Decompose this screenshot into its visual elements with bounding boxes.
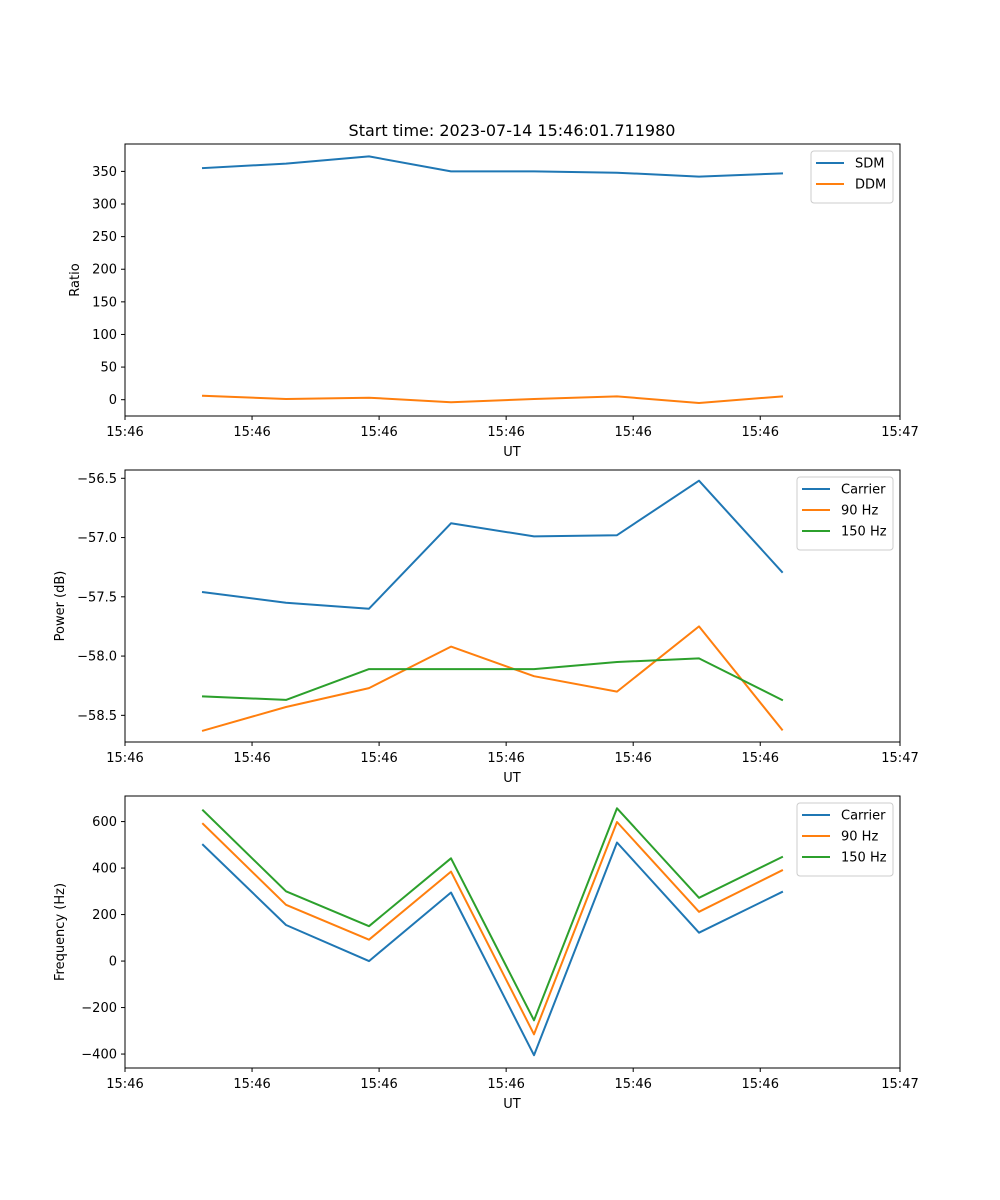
series-line-sdm xyxy=(201,155,784,178)
series-line-carrier xyxy=(201,841,784,1057)
y-tick-label: −56.5 xyxy=(77,472,117,487)
x-tick-label: 15:46 xyxy=(106,751,143,766)
x-tick-label: 15:46 xyxy=(487,425,524,440)
x-tick-label: 15:47 xyxy=(881,425,918,440)
y-tick-label: 100 xyxy=(92,328,117,343)
y-tick-label: −58.0 xyxy=(77,650,117,665)
legend-label: Carrier xyxy=(841,809,886,824)
legend-label: SDM xyxy=(855,157,884,172)
axes-container: 0 50 100 150 200 250 300 350 15:46 15:46 15:46 15:4… xyxy=(53,143,919,1112)
legend: Carrier 90 Hz 150 Hz xyxy=(796,476,894,551)
legend: Carrier 90 Hz 150 Hz xyxy=(796,802,894,877)
x-tick-label: 15:46 xyxy=(614,751,651,766)
axes-frame xyxy=(124,143,901,417)
y-tick-label: 400 xyxy=(92,862,117,877)
x-tick-label: 15:46 xyxy=(742,751,779,766)
x-tick-label: 15:46 xyxy=(106,425,143,440)
y-tick-label: −200 xyxy=(81,1001,117,1016)
series-line-150-hz xyxy=(201,807,784,1022)
y-tick-label: 350 xyxy=(92,165,117,180)
y-tick-label: −58.5 xyxy=(77,709,117,724)
x-tick-label: 15:47 xyxy=(881,751,918,766)
legend-label: 150 Hz xyxy=(841,851,887,866)
y-tick-label: 600 xyxy=(92,815,117,830)
axes-frame xyxy=(124,795,901,1069)
x-tick-label: 15:47 xyxy=(881,1077,918,1092)
x-tick-label: 15:46 xyxy=(742,1077,779,1092)
y-tick-label: 250 xyxy=(92,230,117,245)
y-axis-label: Power (dB) xyxy=(53,571,68,642)
x-tick-label: 15:46 xyxy=(614,425,651,440)
y-tick-label: 0 xyxy=(109,955,117,970)
series-line-carrier xyxy=(201,479,784,610)
x-tick-label: 15:46 xyxy=(106,1077,143,1092)
x-tick-label: 15:46 xyxy=(742,425,779,440)
x-tick-label: 15:46 xyxy=(360,751,397,766)
power-chart: −58.5 −58.0 −57.5 −57.0 −56.5 15:46 15:46 15:46… xyxy=(53,469,919,786)
y-tick-label: 300 xyxy=(92,198,117,213)
y-tick-label: 50 xyxy=(100,361,117,376)
x-tick-label: 15:46 xyxy=(233,1077,270,1092)
x-axis-label: UT xyxy=(503,771,521,786)
series-line-150-hz xyxy=(201,657,784,702)
x-tick-label: 15:46 xyxy=(233,751,270,766)
x-axis-label: UT xyxy=(503,1097,521,1112)
y-tick-label: −57.0 xyxy=(77,531,117,546)
y-tick-label: 150 xyxy=(92,295,117,310)
series-line-90-hz xyxy=(201,821,784,1036)
x-tick-label: 15:46 xyxy=(487,1077,524,1092)
legend-label: 90 Hz xyxy=(841,830,878,845)
y-tick-label: 0 xyxy=(109,393,117,408)
axes-frame xyxy=(124,469,901,743)
y-axis-label: Ratio xyxy=(68,263,83,296)
frequency-chart: −400 −200 0 200 400 600 15:46 15:46 15:46 15:46 15… xyxy=(53,795,919,1112)
x-tick-label: 15:46 xyxy=(360,425,397,440)
legend-label: DDM xyxy=(855,178,886,193)
legend-label: Carrier xyxy=(841,483,886,498)
series-line-ddm xyxy=(201,394,784,404)
series-line-90-hz xyxy=(201,625,784,732)
y-axis-label: Frequency (Hz) xyxy=(53,883,68,981)
legend-label: 90 Hz xyxy=(841,504,878,519)
y-tick-label: 200 xyxy=(92,908,117,923)
legend-label: 150 Hz xyxy=(841,525,887,540)
ratio-chart: 0 50 100 150 200 250 300 350 15:46 15:46 15:46 15:4… xyxy=(68,143,919,460)
y-tick-label: 200 xyxy=(92,263,117,278)
y-tick-label: −57.5 xyxy=(77,590,117,605)
x-tick-label: 15:46 xyxy=(487,751,524,766)
x-tick-label: 15:46 xyxy=(233,425,270,440)
x-tick-label: 15:46 xyxy=(360,1077,397,1092)
y-tick-label: −400 xyxy=(81,1048,117,1063)
x-axis-label: UT xyxy=(503,445,521,460)
figure-title: Start time: 2023-07-14 15:46:01.711980 xyxy=(349,121,676,140)
x-tick-label: 15:46 xyxy=(614,1077,651,1092)
legend: SDM DDM xyxy=(810,150,894,204)
